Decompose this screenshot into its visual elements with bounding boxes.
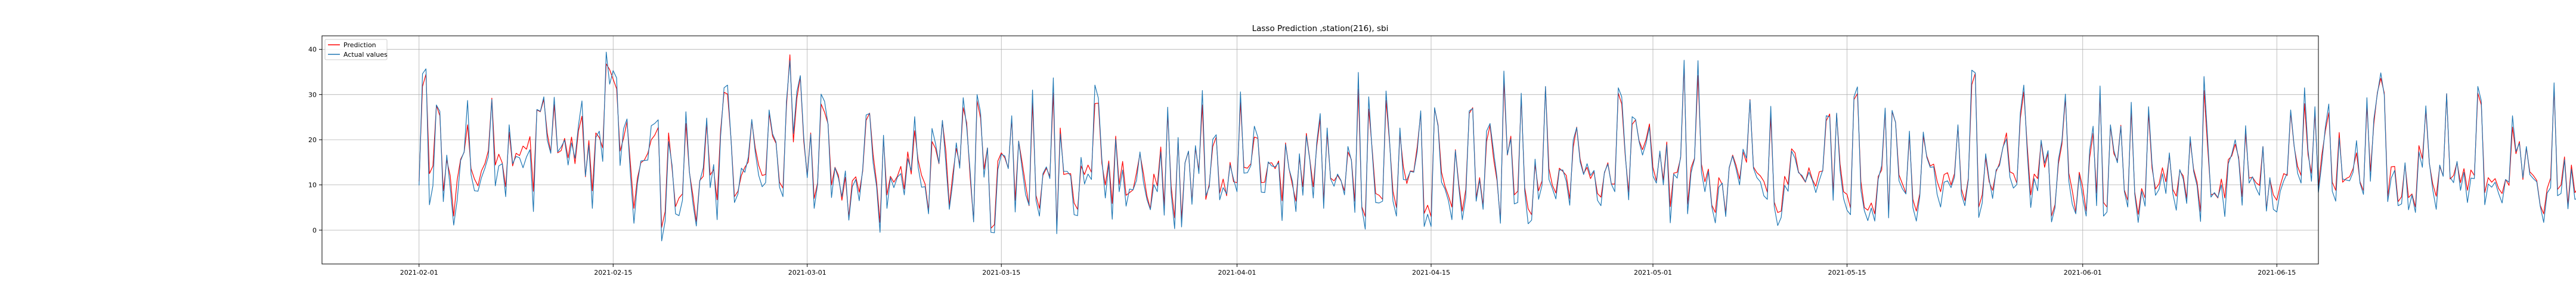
- y-tick-label: 40: [308, 46, 317, 54]
- legend: Prediction Actual values: [324, 39, 388, 60]
- plot-area: [419, 51, 2576, 242]
- grid-lines: [322, 36, 2318, 264]
- x-tick-label: 2021-02-01: [400, 269, 438, 277]
- prediction-line: [419, 54, 2576, 229]
- y-tick-label: 20: [308, 136, 317, 144]
- x-tick-label: 2021-05-15: [1828, 269, 1866, 277]
- y-tick-label: 0: [312, 226, 317, 234]
- x-tick-label: 2021-04-15: [1412, 269, 1450, 277]
- axes-frame: [321, 35, 2319, 265]
- x-tick-label: 2021-06-15: [2258, 269, 2296, 277]
- actual-values-line: [419, 51, 2576, 242]
- x-tick-label: 2021-03-15: [982, 269, 1020, 277]
- y-axis: 0 10 20 30 40: [308, 46, 322, 234]
- x-tick-label: 2021-05-01: [1634, 269, 1672, 277]
- x-tick-label: 2021-06-01: [2064, 269, 2102, 277]
- x-tick-label: 2021-04-01: [1218, 269, 1256, 277]
- y-tick-label: 30: [308, 91, 317, 99]
- x-tick-label: 2021-02-15: [594, 269, 632, 277]
- legend-label-actual: Actual values: [343, 51, 388, 59]
- legend-box: [324, 39, 388, 60]
- x-axis: 2021-02-01 2021-02-15 2021-03-01 2021-03-15…: [400, 264, 2296, 277]
- chart-title: Lasso Prediction ,station(216), sbi: [1252, 24, 1389, 33]
- y-tick-label: 10: [308, 182, 317, 189]
- legend-label-prediction: Prediction: [343, 41, 376, 49]
- x-tick-label: 2021-03-01: [788, 269, 826, 277]
